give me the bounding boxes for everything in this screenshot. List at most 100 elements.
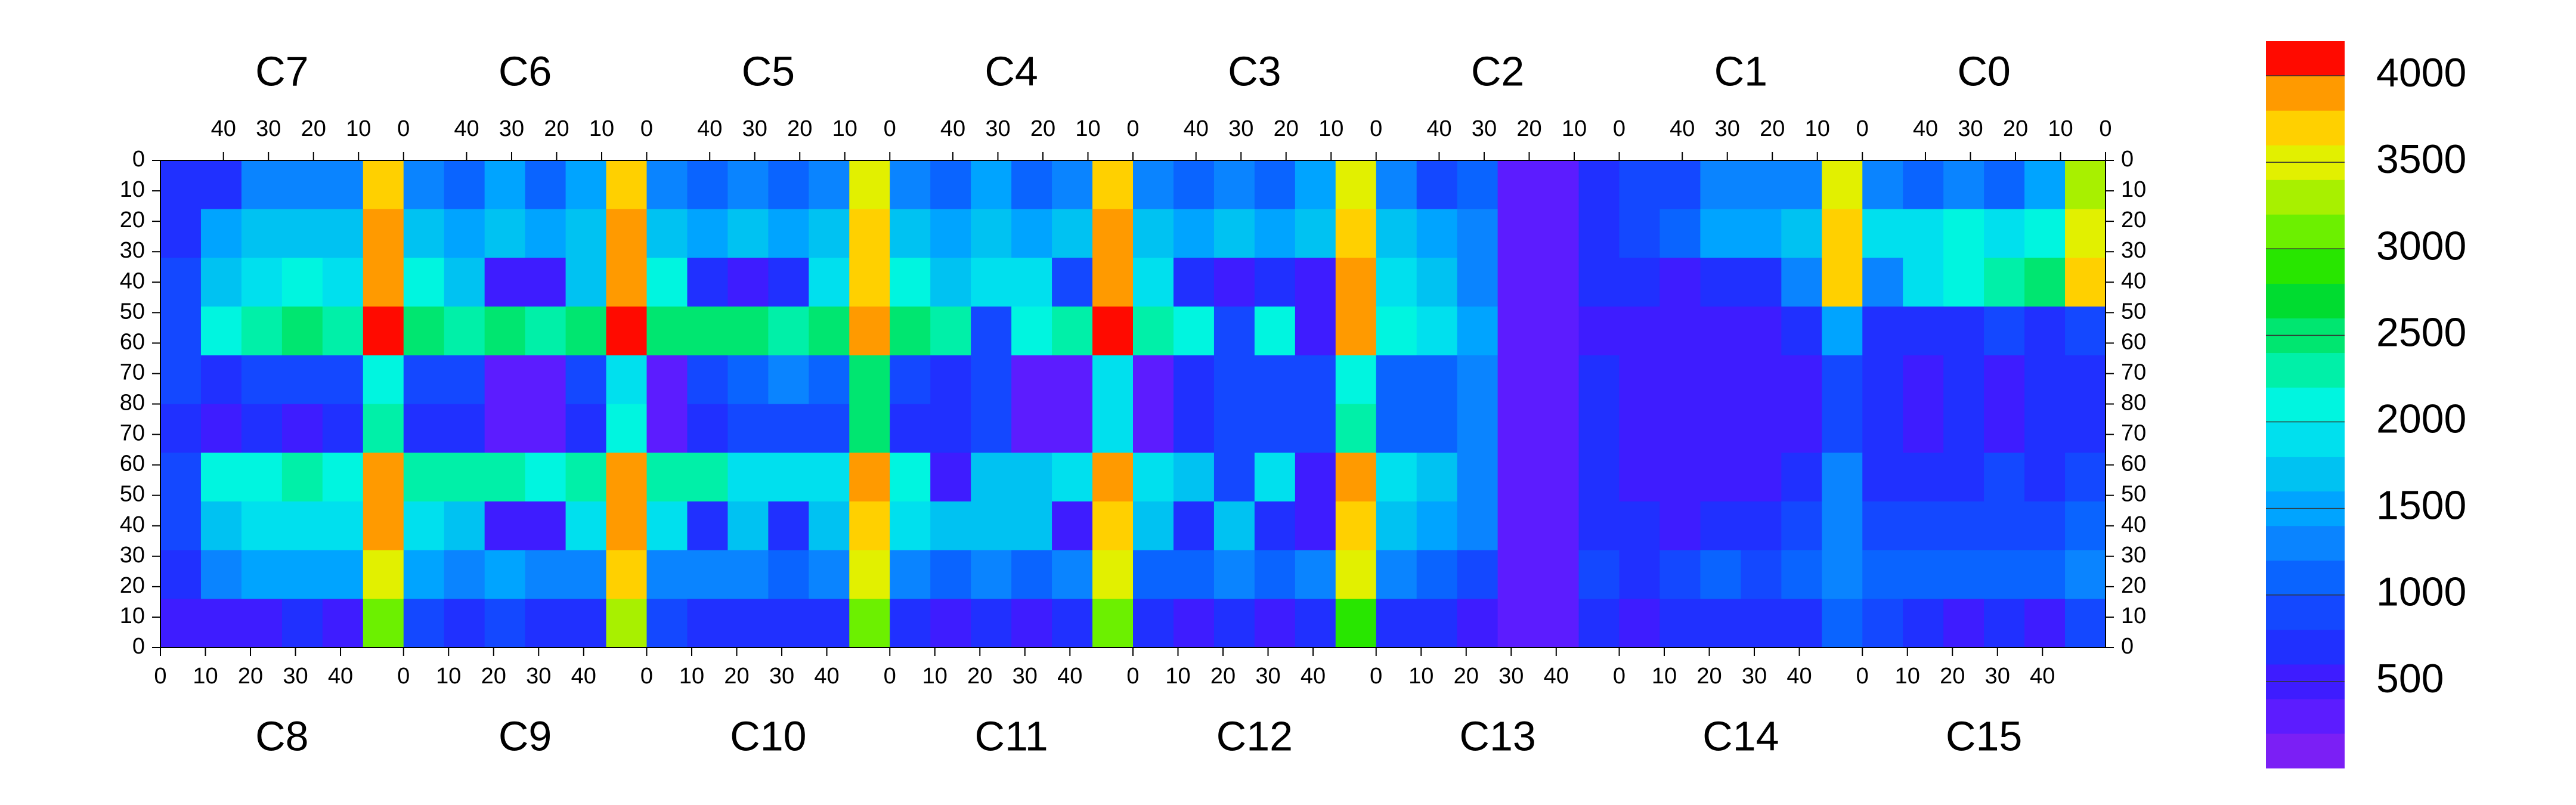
x-tick-label: 40 [814, 664, 839, 689]
colorbar-band [2266, 629, 2345, 665]
x-tick-label: 30 [1958, 116, 1983, 141]
heat-cell [403, 306, 445, 356]
heat-cell [1011, 209, 1052, 258]
x-tick-label: 40 [1787, 664, 1812, 689]
heat-cell [971, 550, 1012, 599]
heat-cell [1173, 355, 1215, 405]
heat-cell [322, 258, 364, 307]
heat-cell [849, 258, 890, 307]
heat-cell [1416, 453, 1458, 502]
x-tick-label: 10 [1165, 664, 1190, 689]
heat-cell [1133, 501, 1174, 551]
heat-cell [890, 550, 931, 599]
x-tick-label: 10 [589, 116, 614, 141]
heat-cell [1538, 453, 1580, 502]
heat-cell [1213, 404, 1255, 453]
heat-cell [1862, 160, 1903, 210]
heat-cell [1133, 258, 1174, 307]
heat-cell [809, 404, 850, 453]
heat-cell [1213, 160, 1255, 210]
heat-cell [403, 599, 445, 648]
heat-cell [1659, 160, 1701, 210]
heat-cell [687, 209, 729, 258]
heat-cell [1335, 160, 1377, 210]
x-tick-label: 40 [940, 116, 965, 141]
heat-cell [1295, 209, 1336, 258]
x-tick-label: 20 [1940, 664, 1965, 689]
heat-cell [200, 160, 242, 210]
heat-cell [1497, 258, 1539, 307]
heat-cell [322, 306, 364, 356]
heat-cell [565, 599, 607, 648]
heat-cell [200, 550, 242, 599]
heat-cell [606, 501, 648, 551]
x-tick-label: 20 [2003, 116, 2028, 141]
colorbar-band [2266, 249, 2345, 284]
heat-cell [160, 209, 202, 258]
heat-cell [687, 160, 729, 210]
heat-cell [930, 160, 971, 210]
heat-cell [1254, 160, 1296, 210]
heat-cell [727, 501, 769, 551]
heat-cell [1700, 209, 1741, 258]
heat-cell [687, 453, 729, 502]
heat-cell [727, 160, 769, 210]
x-tick-label: 10 [1318, 116, 1343, 141]
heat-cell [1416, 209, 1458, 258]
heat-cell [809, 501, 850, 551]
x-tick-label: 0 [1370, 116, 1382, 141]
heat-cell [2065, 404, 2106, 453]
x-tick-label: 10 [679, 664, 704, 689]
heat-cell [646, 404, 688, 453]
heat-cell [484, 160, 526, 210]
heat-cell [687, 404, 729, 453]
heat-cell [1295, 453, 1336, 502]
heat-cell [1741, 550, 1782, 599]
heat-cell [1619, 306, 1661, 356]
heat-cell [241, 501, 283, 551]
y-tick-label: 0 [2121, 634, 2134, 659]
colorbar-band [2266, 698, 2345, 734]
x-tick-label: 10 [922, 664, 948, 689]
heat-cell [809, 453, 850, 502]
heat-cell [1416, 258, 1458, 307]
heat-cell [727, 306, 769, 356]
heat-cell [565, 501, 607, 551]
x-tick-label: 20 [1030, 116, 1055, 141]
heat-cell [1011, 258, 1052, 307]
heat-cell [1822, 501, 1863, 551]
heat-cell [1052, 550, 1093, 599]
heat-cell [1376, 453, 1417, 502]
heat-cell [363, 355, 404, 405]
heat-cell [1457, 209, 1498, 258]
x-tick-label: 10 [346, 116, 371, 141]
heat-cell [1416, 404, 1458, 453]
heat-cell [565, 258, 607, 307]
heat-cell [525, 599, 566, 648]
chip-label: C2 [1471, 48, 1524, 94]
colorbar-band [2266, 595, 2345, 630]
heat-cell [1741, 355, 1782, 405]
heat-cell [809, 355, 850, 405]
heat-cell [403, 160, 445, 210]
heat-cell [565, 404, 607, 453]
y-tick-label: 0 [2121, 147, 2134, 172]
heat-cell [1903, 404, 1944, 453]
x-tick-label: 30 [1472, 116, 1497, 141]
heat-cell [2065, 258, 2106, 307]
heat-cell [1416, 306, 1458, 356]
heat-cell [1052, 258, 1093, 307]
heat-cell [1457, 355, 1498, 405]
heat-cell [1376, 160, 1417, 210]
heat-cell [1295, 160, 1336, 210]
heat-cell [1700, 453, 1741, 502]
heat-cell [363, 599, 404, 648]
y-tick-label: 10 [2121, 603, 2146, 628]
heat-cell [971, 599, 1012, 648]
heat-cell [1578, 550, 1620, 599]
y-tick-label: 40 [120, 512, 145, 537]
heat-cell [606, 550, 648, 599]
heat-cell [768, 306, 809, 356]
heat-cell [363, 306, 404, 356]
heat-cell [606, 306, 648, 356]
